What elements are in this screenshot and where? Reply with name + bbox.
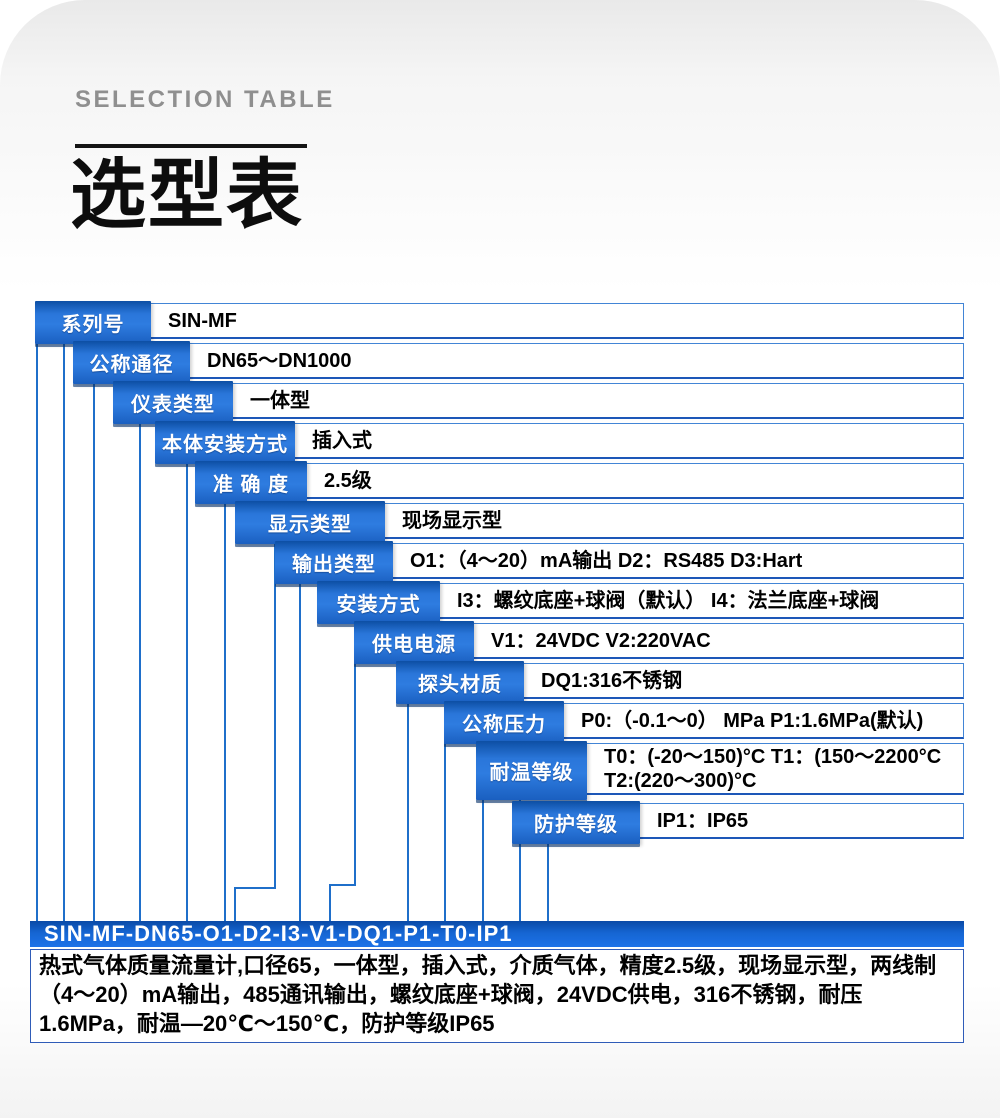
connector-line: [407, 659, 409, 922]
model-code-bar: SIN-MF-DN65-O1-D2-I3-V1-DQ1-P1-T0-IP1: [30, 921, 964, 947]
row-label: 探头材质: [396, 661, 524, 704]
selection-row: 现场显示型 显示类型: [235, 501, 964, 544]
connector-line: [234, 887, 276, 889]
row-label: 准 确 度: [195, 461, 307, 504]
selection-row: SIN-MF 系列号: [35, 301, 964, 344]
selection-row: 一体型 仪表类型: [113, 381, 964, 424]
selection-row: IP1：IP65 防护等级: [512, 801, 964, 844]
row-label: 防护等级: [512, 801, 640, 844]
selection-row: DN65～DN1000 公称通径: [73, 341, 964, 384]
connector-line: [63, 340, 65, 922]
row-label: 耐温等级: [476, 741, 587, 800]
connector-line: [482, 739, 484, 922]
selection-row: 插入式 本体安装方式: [155, 421, 964, 464]
row-label: 仪表类型: [113, 381, 233, 424]
selection-row: DQ1:316不锈钢 探头材质: [396, 661, 964, 704]
connector-line: [329, 884, 356, 886]
selection-row: P0:（-0.1～0） MPa P1:1.6MPa(默认) 公称压力: [444, 701, 964, 744]
selection-row: 2.5级 准 确 度: [195, 461, 964, 504]
row-label: 显示类型: [235, 501, 385, 544]
connector-line: [444, 699, 446, 922]
connector-line: [139, 419, 141, 922]
connector-line: [224, 499, 226, 922]
row-label: 系列号: [35, 301, 151, 344]
connector-line: [36, 340, 38, 922]
connector-line: [519, 795, 521, 922]
row-value: 2.5级: [195, 463, 964, 499]
row-value: DN65～DN1000: [73, 343, 964, 379]
connector-line: [547, 838, 549, 922]
row-value: 一体型: [113, 383, 964, 419]
connector-line: [274, 539, 276, 887]
row-label: 输出类型: [275, 541, 393, 584]
connector-line: [186, 459, 188, 922]
selection-row: O1：（4～20）mA输出 D2：RS485 D3:Hart 输出类型: [275, 541, 964, 584]
model-code: SIN-MF-DN65-O1-D2-I3-V1-DQ1-P1-T0-IP1: [44, 921, 513, 946]
model-description: 热式气体质量流量计,口径65，一体型，插入式，介质气体，精度2.5级，现场显示型…: [30, 949, 964, 1043]
selection-row: T0：(-20～150)°C T1：(150～2200°C T2:(220～30…: [476, 741, 964, 800]
connector-line: [354, 619, 356, 884]
row-label: 供电电源: [354, 621, 474, 664]
row-label: 公称压力: [444, 701, 564, 744]
row-label: 本体安装方式: [155, 421, 295, 464]
row-label: 安装方式: [317, 581, 440, 624]
connector-line: [299, 579, 301, 922]
row-value: SIN-MF: [35, 303, 964, 339]
selection-row: V1：24VDC V2:220VAC 供电电源: [354, 621, 964, 664]
section-eyebrow: SELECTION TABLE: [75, 86, 335, 113]
connector-line: [93, 379, 95, 922]
connector-line: [329, 884, 331, 922]
page-title: 选型表: [70, 153, 304, 238]
connector-line: [234, 887, 236, 922]
row-label: 公称通径: [73, 341, 190, 384]
title-underline: [75, 144, 307, 148]
selection-row: I3：螺纹底座+球阀（默认） I4：法兰底座+球阀 安装方式: [317, 581, 964, 624]
